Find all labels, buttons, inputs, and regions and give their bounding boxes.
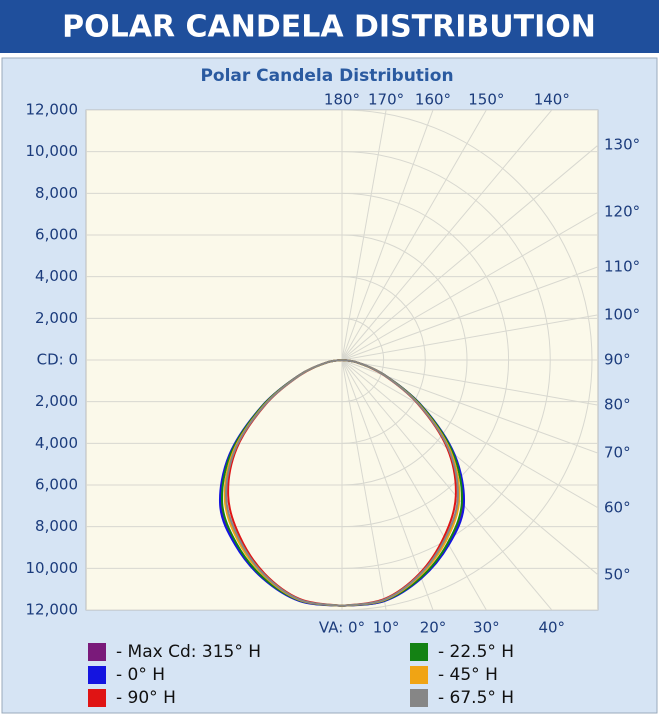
grid-radial xyxy=(341,359,387,610)
angle-tick-label: 140° xyxy=(534,91,570,109)
angle-tick-label: 10° xyxy=(373,619,400,637)
r-tick-label: 2,000 xyxy=(35,392,78,410)
grid xyxy=(86,110,598,610)
r-tick-label: 8,000 xyxy=(35,184,78,202)
legend-label: - 45° H xyxy=(438,665,498,685)
grid-radial xyxy=(341,144,598,361)
legend-label: - 22.5° H xyxy=(438,642,514,662)
grid-radial xyxy=(341,110,487,361)
r-tick-label: 10,000 xyxy=(26,559,79,577)
curves xyxy=(218,359,466,607)
legend-label: - 67.5° H xyxy=(438,688,514,708)
angle-tick-label: 20° xyxy=(420,619,447,637)
grid-radial xyxy=(341,359,598,509)
grid-radial xyxy=(341,266,598,361)
angle-tick-label: 70° xyxy=(604,444,631,462)
legend-swatch xyxy=(88,643,106,661)
legend-swatch xyxy=(410,689,428,707)
legend-label: - 0° H xyxy=(116,665,165,685)
series-curve xyxy=(225,359,343,607)
angle-tick-label: 80° xyxy=(604,396,631,414)
legend-swatch xyxy=(88,689,106,707)
grid-radial xyxy=(341,359,434,610)
legend-swatch xyxy=(410,643,428,661)
angle-tick-label: 130° xyxy=(604,136,640,154)
angle-tick-label: 100° xyxy=(604,305,640,323)
r-tick-label: 4,000 xyxy=(35,267,78,285)
angle-tick-label: 40° xyxy=(538,619,565,637)
header-title: POLAR CANDELA DISTRIBUTION xyxy=(62,10,596,45)
angle-tick-label: 170° xyxy=(368,91,404,109)
legend-label: - 90° H xyxy=(116,688,176,708)
r-tick-label: CD: 0 xyxy=(37,351,78,369)
grid-radial xyxy=(341,359,598,576)
angle-tick-label: 110° xyxy=(604,257,640,275)
labels: CD: 0 2,000 2,000 4,000 4,000 6,000 6,000 8,000… xyxy=(26,91,641,709)
angle-tick-label: 50° xyxy=(604,565,631,583)
r-tick-label: 4,000 xyxy=(35,434,78,452)
r-tick-label: 6,000 xyxy=(35,476,78,494)
angle-tick-label: 30° xyxy=(473,619,500,637)
header-bar xyxy=(0,0,659,53)
angle-tick-label: 150° xyxy=(468,91,504,109)
angle-tick-label: 160° xyxy=(415,91,451,109)
r-tick-label: 2,000 xyxy=(35,309,78,327)
r-tick-label: 10,000 xyxy=(26,142,79,160)
chart-title: Polar Candela Distribution xyxy=(200,66,453,86)
r-tick-label: 6,000 xyxy=(35,226,78,244)
legend-swatch xyxy=(88,666,106,684)
grid-radial xyxy=(341,110,434,361)
grid-radial xyxy=(341,314,598,361)
angle-tick-label: 60° xyxy=(604,498,631,516)
r-tick-label: 12,000 xyxy=(26,601,79,619)
angle-tick-label: VA: 0° xyxy=(319,619,365,637)
angle-tick-label: 90° xyxy=(604,351,631,369)
legend-label: - Max Cd: 315° H xyxy=(116,642,261,662)
grid-radial xyxy=(341,359,598,406)
grid-radial xyxy=(341,110,387,361)
r-tick-label: 12,000 xyxy=(26,101,79,119)
angle-tick-label: 180° xyxy=(324,91,360,109)
angle-tick-label: 120° xyxy=(604,203,640,221)
grid-radial xyxy=(341,359,553,610)
grid-radial xyxy=(341,211,598,361)
r-tick-label: 8,000 xyxy=(35,517,78,535)
grid-radial xyxy=(341,110,553,361)
grid-radial xyxy=(341,359,487,610)
series-curve xyxy=(341,359,459,607)
legend-swatch xyxy=(410,666,428,684)
